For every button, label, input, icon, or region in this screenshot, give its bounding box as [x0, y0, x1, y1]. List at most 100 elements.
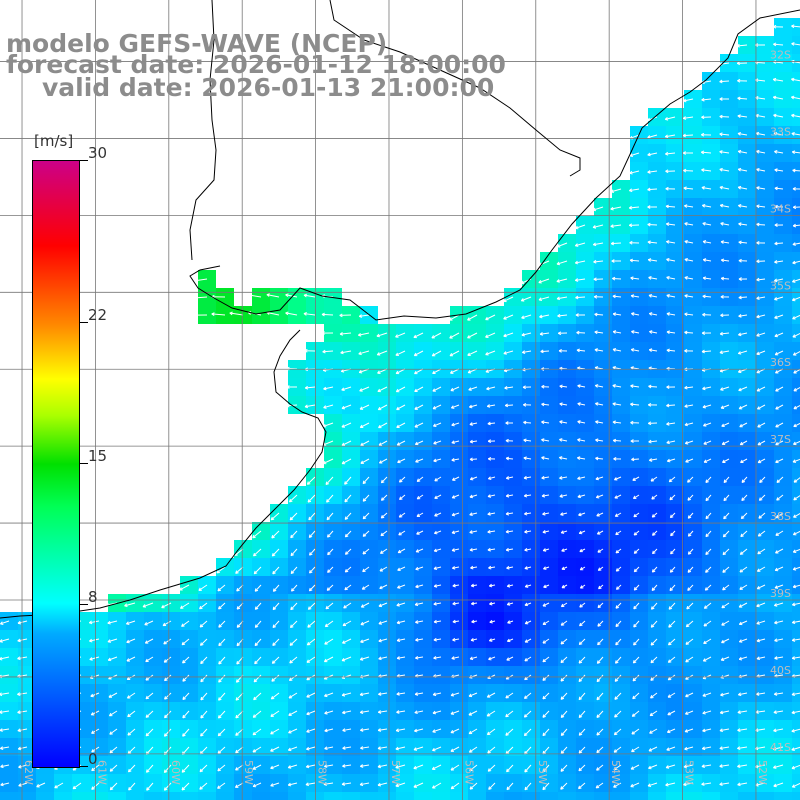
- wind-arrow: [323, 656, 334, 663]
- wind-arrow: [270, 782, 280, 787]
- wind-arrow: [199, 602, 208, 610]
- colorbar-label: 8: [88, 588, 98, 607]
- wind-arrow: [739, 566, 748, 573]
- speed-cell: [468, 792, 486, 800]
- wind-arrow: [701, 186, 712, 190]
- wind-arrow: [648, 421, 658, 426]
- wind-arrow: [452, 601, 460, 606]
- speed-cell: [684, 792, 702, 800]
- wind-arrow: [377, 386, 388, 393]
- wind-arrow: [109, 764, 118, 772]
- wind-arrow: [538, 296, 550, 301]
- wind-arrow: [380, 494, 388, 501]
- wind-arrow: [738, 602, 748, 608]
- wind-arrow: [253, 674, 262, 683]
- latitude-label: 40S: [770, 664, 791, 677]
- wind-arrow: [451, 457, 460, 462]
- wind-arrow: [324, 764, 334, 768]
- wind-arrow: [542, 620, 550, 626]
- wind-arrow: [614, 692, 622, 700]
- wind-arrow: [181, 620, 190, 627]
- speed-cell: [792, 306, 800, 324]
- speed-cell: [72, 792, 90, 800]
- wind-arrow: [666, 728, 676, 734]
- wind-arrow: [344, 530, 352, 538]
- wind-arrow: [577, 476, 586, 481]
- wind-arrow: [290, 566, 298, 575]
- wind-arrow: [683, 186, 694, 191]
- wind-arrow: [395, 350, 406, 356]
- wind-arrow: [703, 620, 712, 627]
- wind-arrow: [633, 584, 640, 591]
- wind-arrow: [756, 332, 766, 337]
- wind-arrow: [360, 764, 370, 768]
- wind-arrow: [594, 330, 604, 335]
- wind-arrow: [700, 150, 712, 155]
- wind-arrow: [647, 152, 658, 157]
- wind-arrow: [200, 710, 208, 719]
- wind-arrow: [361, 584, 370, 590]
- wind-arrow: [774, 223, 784, 227]
- wind-arrow: [450, 728, 460, 734]
- wind-arrow: [774, 241, 784, 246]
- wind-arrow: [217, 584, 226, 592]
- wind-arrow: [360, 746, 370, 750]
- wind-arrow: [756, 620, 766, 625]
- wind-arrow: [376, 332, 388, 338]
- wind-arrow: [217, 710, 226, 719]
- wind-arrow: [414, 728, 424, 733]
- wind-arrow: [414, 602, 424, 607]
- wind-arrow: [396, 602, 406, 607]
- wind-arrow: [414, 440, 424, 446]
- wind-arrow: [737, 764, 748, 769]
- speed-cell: [36, 792, 54, 800]
- wind-arrow: [218, 620, 226, 628]
- speed-cell: [792, 666, 800, 684]
- speed-cell: [216, 792, 234, 800]
- wind-arrow: [357, 332, 370, 337]
- wind-arrow: [720, 258, 730, 263]
- wind-arrow: [538, 278, 550, 284]
- wind-arrow: [773, 710, 784, 714]
- wind-arrow: [651, 494, 658, 500]
- wind-arrow: [596, 710, 604, 718]
- wind-arrow: [756, 149, 766, 154]
- wind-arrow: [432, 692, 442, 697]
- latitude-label: 32S: [770, 49, 791, 62]
- wind-arrow: [379, 566, 388, 572]
- wind-arrow: [596, 728, 604, 736]
- wind-arrow: [524, 764, 532, 773]
- wind-arrow: [630, 348, 640, 352]
- wind-arrow: [270, 710, 280, 717]
- wind-arrow: [723, 512, 730, 520]
- wind-arrow: [647, 170, 658, 174]
- wind-arrow: [414, 422, 424, 428]
- wind-arrow: [503, 314, 514, 320]
- wind-arrow: [595, 438, 604, 443]
- wind-arrow: [309, 548, 316, 556]
- wind-arrow: [126, 638, 136, 644]
- wind-arrow: [647, 782, 658, 787]
- wind-arrow: [468, 710, 478, 716]
- wind-arrow: [124, 602, 136, 608]
- wind-arrow: [739, 440, 748, 446]
- wind-arrow: [791, 24, 800, 29]
- wind-arrow: [666, 403, 676, 408]
- wind-arrow: [505, 476, 514, 480]
- speed-cell: [792, 504, 800, 522]
- wind-arrow: [449, 350, 460, 357]
- latitude-label: 38S: [770, 510, 791, 523]
- wind-arrow: [596, 674, 604, 683]
- wind-arrow: [487, 529, 496, 534]
- wind-arrow: [791, 132, 800, 136]
- wind-arrow: [592, 242, 604, 247]
- wind-arrow: [469, 530, 478, 534]
- speed-cell: [792, 252, 800, 270]
- wind-arrow: [254, 656, 262, 665]
- wind-arrow: [702, 203, 712, 208]
- wind-arrow: [756, 167, 766, 172]
- wind-arrow: [252, 764, 262, 770]
- wind-arrow: [539, 314, 550, 319]
